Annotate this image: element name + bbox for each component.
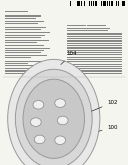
Text: 102: 102 bbox=[92, 100, 118, 111]
Ellipse shape bbox=[34, 135, 45, 144]
Bar bbox=[5, 63, 28, 64]
Bar bbox=[5, 15, 41, 16]
Bar bbox=[5, 23, 38, 24]
Bar bbox=[67, 61, 122, 62]
Bar bbox=[96, 1, 97, 6]
Bar bbox=[109, 1, 110, 6]
Bar bbox=[77, 1, 79, 6]
Bar bbox=[87, 30, 108, 31]
Bar bbox=[5, 70, 33, 72]
Bar bbox=[5, 73, 41, 74]
Bar bbox=[79, 1, 80, 6]
Bar bbox=[104, 1, 106, 6]
Circle shape bbox=[15, 69, 92, 165]
Bar bbox=[81, 1, 82, 6]
Bar bbox=[122, 1, 123, 6]
Bar bbox=[67, 54, 122, 55]
Bar bbox=[5, 18, 36, 19]
Bar bbox=[67, 50, 122, 51]
Bar bbox=[103, 1, 104, 6]
Bar bbox=[5, 61, 46, 62]
Bar bbox=[5, 27, 46, 28]
Bar bbox=[67, 73, 122, 74]
Bar bbox=[67, 68, 122, 69]
Bar bbox=[101, 1, 102, 6]
Bar bbox=[67, 64, 122, 65]
Bar bbox=[5, 65, 37, 66]
Bar bbox=[5, 40, 49, 41]
Bar bbox=[5, 55, 47, 56]
Text: 100: 100 bbox=[99, 125, 118, 131]
Bar bbox=[87, 28, 110, 29]
Bar bbox=[67, 38, 122, 39]
Bar bbox=[89, 1, 90, 6]
Bar bbox=[5, 48, 50, 49]
Bar bbox=[67, 45, 122, 46]
Bar bbox=[95, 1, 96, 6]
Ellipse shape bbox=[55, 99, 66, 107]
Bar bbox=[67, 47, 122, 49]
Bar bbox=[5, 37, 41, 38]
Ellipse shape bbox=[30, 118, 41, 126]
Bar bbox=[5, 35, 45, 36]
Bar bbox=[5, 68, 44, 69]
Text: 104: 104 bbox=[61, 51, 77, 65]
Bar bbox=[5, 32, 50, 33]
Bar bbox=[91, 1, 92, 6]
Bar bbox=[5, 57, 31, 58]
Bar bbox=[107, 1, 108, 6]
Bar bbox=[67, 33, 122, 35]
Bar bbox=[67, 30, 92, 31]
Circle shape bbox=[23, 79, 84, 158]
Ellipse shape bbox=[55, 136, 66, 145]
Ellipse shape bbox=[57, 116, 68, 125]
Bar bbox=[67, 43, 122, 44]
Bar bbox=[118, 1, 119, 6]
Circle shape bbox=[8, 59, 100, 165]
Bar bbox=[67, 52, 122, 53]
Bar bbox=[67, 36, 122, 37]
Bar bbox=[67, 66, 122, 67]
Bar bbox=[84, 1, 85, 6]
Bar bbox=[67, 59, 122, 60]
Bar bbox=[5, 21, 44, 22]
Ellipse shape bbox=[33, 100, 44, 109]
Bar bbox=[5, 42, 37, 43]
Bar bbox=[123, 1, 125, 6]
Bar bbox=[5, 11, 28, 12]
Bar bbox=[70, 1, 71, 6]
Bar bbox=[5, 45, 44, 46]
Bar bbox=[5, 52, 41, 53]
Bar bbox=[67, 25, 86, 26]
Bar bbox=[67, 70, 122, 72]
Bar bbox=[67, 57, 122, 58]
Bar bbox=[67, 40, 122, 42]
Bar bbox=[111, 1, 112, 6]
Bar bbox=[5, 29, 41, 30]
Bar bbox=[93, 1, 94, 6]
Bar bbox=[87, 25, 106, 26]
Bar bbox=[116, 1, 117, 6]
Bar bbox=[5, 50, 44, 51]
Bar bbox=[67, 28, 95, 29]
Bar bbox=[112, 1, 113, 6]
